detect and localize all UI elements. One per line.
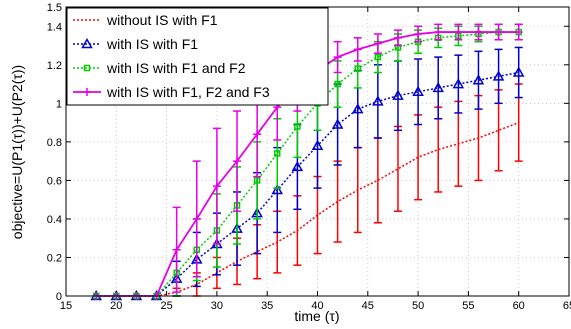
data-point — [172, 245, 181, 254]
x-tick-label: 30 — [211, 300, 223, 312]
x-tick-label: 55 — [462, 300, 474, 312]
y-tick-label: 0 — [56, 291, 62, 303]
triangle-marker — [291, 160, 304, 172]
data-point — [333, 53, 342, 62]
data-point — [432, 81, 445, 93]
series-line — [96, 71, 519, 297]
y-tick-label-top: 1.5 — [47, 2, 62, 14]
data-point — [274, 150, 281, 157]
data-point — [472, 74, 485, 85]
y-tick-label: 1.4 — [47, 21, 62, 33]
triangle-marker — [392, 89, 404, 100]
triangle-marker — [412, 85, 424, 97]
triangle-marker — [271, 184, 284, 195]
data-point — [454, 28, 463, 37]
square-marker — [83, 64, 91, 72]
series-line — [96, 121, 519, 297]
triangle-marker — [472, 74, 485, 85]
triangle-marker — [432, 81, 445, 93]
square-marker — [334, 80, 341, 88]
square-marker — [294, 123, 301, 130]
y-axis-label: objective=U(P1(τ))+U(P2(τ)) — [9, 65, 25, 239]
legend: without IS with F1 with IS with F1 with IS… — [66, 7, 329, 106]
square-marker — [374, 53, 382, 61]
legend-entry: with IS with F1 and F2 — [73, 60, 246, 76]
data-point — [334, 80, 341, 88]
triangle-marker — [492, 70, 505, 81]
legend-label: with IS with F1 — [106, 36, 198, 52]
data-point — [512, 66, 525, 77]
data-point — [192, 214, 201, 223]
square-marker — [253, 177, 261, 184]
legend-entry: with IS with F1, F2 and F3 — [73, 84, 270, 100]
data-point — [253, 130, 262, 139]
series-line — [96, 31, 519, 297]
x-tick-label: 25 — [160, 300, 172, 312]
data-point — [494, 28, 503, 37]
data-point — [474, 28, 483, 37]
x-tick-label: 20 — [110, 300, 122, 312]
plot-frame — [65, 6, 570, 297]
data-point — [331, 118, 344, 129]
data-point — [212, 182, 221, 191]
data-point — [233, 157, 242, 166]
x-axis-label: time (τ) — [294, 308, 339, 324]
y-tick-label: 0.4 — [47, 214, 62, 226]
x-tick-label: 45 — [362, 300, 374, 312]
y-tick-label: 0.8 — [47, 137, 62, 149]
legend-label: with IS with F1 and F2 — [106, 60, 246, 76]
data-point — [294, 123, 301, 130]
triangle-marker — [512, 66, 525, 77]
x-tick-label: 40 — [311, 300, 323, 312]
data-point — [392, 89, 404, 100]
data-point — [412, 85, 424, 97]
data-point — [351, 103, 364, 114]
y-tick-label: 0.2 — [47, 252, 62, 264]
legend-label: with IS with F1, F2 and F3 — [106, 84, 270, 100]
legend-entry: with IS with F1 — [73, 36, 198, 52]
triangle-marker — [81, 37, 93, 49]
data-point — [492, 70, 505, 81]
triangle-marker — [452, 78, 465, 89]
data-point — [271, 184, 284, 195]
x-tick-label: 65 — [563, 300, 571, 312]
data-point — [354, 65, 361, 72]
data-point — [353, 45, 362, 54]
data-point — [373, 39, 382, 48]
y-tick-label: 1 — [56, 98, 62, 110]
data-point — [311, 139, 324, 150]
x-tick-label: 60 — [513, 300, 525, 312]
triangle-marker — [351, 103, 364, 114]
data-point — [372, 95, 384, 106]
data-point — [253, 177, 261, 184]
triangle-marker — [372, 95, 384, 106]
series-1 — [96, 83, 523, 297]
y-tick-label: 1.2 — [47, 60, 62, 72]
data-point — [393, 33, 402, 42]
data-point — [414, 29, 423, 38]
legend-label: without IS with F1 — [106, 12, 218, 28]
data-point — [291, 160, 304, 172]
x-tick-label: 35 — [261, 300, 273, 312]
triangle-marker — [331, 118, 344, 129]
data-point — [452, 78, 465, 89]
data-point — [514, 28, 523, 37]
data-point — [434, 28, 443, 37]
square-marker — [274, 150, 281, 157]
triangle-marker — [311, 139, 324, 150]
tick-labels: 15 20 25 30 35 40 45 50 55 60 65 0 0.2 0.4 0.6 0.8 1 1.2 1… — [47, 2, 571, 312]
square-marker — [354, 65, 361, 72]
data-point — [374, 53, 382, 61]
legend-box — [66, 7, 329, 106]
x-tick-label: 50 — [412, 300, 424, 312]
y-tick-label: 0.6 — [47, 175, 62, 187]
legend-entry: without IS with F1 — [73, 12, 218, 28]
x-tick-label: 15 — [60, 300, 72, 312]
